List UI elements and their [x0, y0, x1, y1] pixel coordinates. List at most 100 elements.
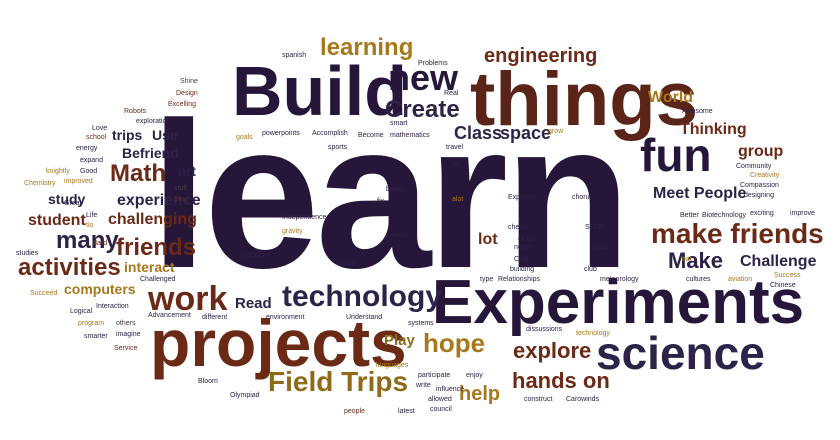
- word-club: club: [584, 266, 597, 273]
- word-olympiad: Olympiad: [230, 392, 260, 399]
- word-shine: Shine: [180, 78, 198, 85]
- word-creativity: Creativity: [750, 172, 780, 179]
- word-building: building: [510, 266, 535, 273]
- word-math: Math: [110, 160, 166, 187]
- word-influence: influence: [436, 386, 465, 393]
- word-program: program: [78, 320, 105, 327]
- word-meteorology: meteorology: [600, 276, 639, 283]
- word-aviation: aviation: [728, 276, 753, 283]
- word-explore: explore: [513, 338, 592, 363]
- word-cultures: cultures: [686, 276, 711, 283]
- word-allowed: allowed: [428, 396, 452, 403]
- word-relationships: Relationships: [498, 276, 541, 283]
- word-succeed: Succeed: [30, 290, 58, 297]
- word-type: type: [480, 276, 494, 283]
- word-thinking: Thinking: [680, 121, 747, 138]
- word-knightly: knightly: [46, 168, 70, 175]
- word-activities: activities: [18, 254, 121, 281]
- word-great: Great: [64, 200, 82, 207]
- word-experiments: Experiments: [432, 268, 805, 337]
- word-latest: latest: [398, 408, 415, 415]
- word-languages: languages: [376, 362, 409, 369]
- word-stuff: stuff: [174, 185, 188, 192]
- word-improve: improve: [790, 210, 815, 217]
- word-tio: tio: [86, 222, 94, 229]
- word-chess: chess: [508, 224, 527, 231]
- word-chorus: chorus: [572, 194, 594, 201]
- word-gravity: gravity: [282, 228, 303, 235]
- word-school: school: [86, 134, 107, 141]
- word-grow: grow: [548, 128, 564, 135]
- word-hands-on: hands on: [512, 368, 610, 393]
- word-challenge: Challenge: [740, 253, 817, 270]
- word-usual: usual: [338, 260, 355, 267]
- word-art: art: [178, 163, 196, 179]
- word-construct: construct: [524, 396, 553, 403]
- word-designing: designing: [744, 192, 774, 199]
- word-interact: interact: [124, 259, 175, 275]
- word-learning: learning: [320, 34, 414, 61]
- word-challenging: challenging: [108, 211, 197, 228]
- word-studies: studies: [16, 250, 39, 257]
- word-conquer: Conquer: [242, 252, 269, 259]
- word-things: things: [470, 57, 698, 142]
- word-exploration: exploration: [136, 118, 171, 125]
- word-powerpoints: powerpoints: [262, 130, 300, 137]
- word-enjoy: enjoy: [466, 372, 483, 379]
- word-make-friends: make friends: [651, 218, 824, 249]
- word-build: Build: [232, 52, 407, 130]
- word-chinese: Chinese: [770, 282, 796, 289]
- word-projects: projects: [150, 306, 407, 380]
- word-news: news: [514, 244, 531, 251]
- word-dissussions: dissussions: [526, 326, 563, 333]
- word-travel: travel: [446, 144, 464, 151]
- word-imagine: imagine: [116, 331, 141, 338]
- word-become: Become: [358, 132, 384, 139]
- word-interaction: Interaction: [96, 303, 129, 310]
- word-alot: alot: [452, 196, 464, 203]
- word-befriend: Befriend: [122, 145, 179, 161]
- word-bloom: Bloom: [198, 378, 218, 385]
- word-sing: Sing: [174, 196, 189, 203]
- word-awesome: Awesome: [682, 108, 713, 115]
- word-advancement: Advancement: [148, 312, 191, 319]
- word-read: Read: [235, 295, 272, 312]
- word-smile: smile: [592, 244, 609, 251]
- word-experience: experience: [117, 192, 201, 209]
- word-good: Good: [80, 168, 98, 175]
- word-play: Play: [384, 332, 415, 349]
- word-stem: STEM: [585, 224, 605, 231]
- word-energy: energy: [76, 145, 98, 152]
- word-new: new: [388, 57, 459, 98]
- word-lot: lot: [478, 231, 498, 248]
- word-accomplish: Accomplish: [312, 130, 348, 137]
- word-friends: friends: [116, 234, 197, 261]
- word-design: Design: [176, 90, 198, 97]
- word-spanish: spanish: [282, 52, 307, 59]
- word-community: Community: [736, 163, 772, 170]
- word-meet-people: Meet People: [653, 185, 747, 202]
- word-make: Make: [668, 248, 724, 273]
- word-mathematics: mathematics: [390, 132, 430, 139]
- word-eat: eat: [682, 256, 692, 263]
- word-use: Use: [152, 127, 178, 143]
- word-science: science: [596, 327, 765, 379]
- word-compassion: Compassion: [740, 182, 779, 189]
- word-work: work: [148, 280, 228, 318]
- word-world: World: [648, 89, 694, 106]
- word-books: books: [386, 186, 405, 193]
- word-understand: Understand: [346, 314, 383, 321]
- word-computers: computers: [64, 281, 136, 297]
- word-technology: technology: [282, 280, 443, 313]
- word-hope: hope: [423, 328, 486, 358]
- word-better: Better: [680, 212, 699, 219]
- word-goals: goals: [236, 134, 253, 141]
- word-create: Create: [385, 96, 460, 123]
- word-different: different: [202, 314, 228, 321]
- word-expand: expand: [80, 157, 103, 164]
- word-engineering: engineering: [484, 45, 598, 67]
- word-participate: participate: [418, 372, 451, 379]
- word-fix: fix: [377, 198, 384, 205]
- word-hard: Hard: [92, 240, 108, 247]
- word-environment: environment: [266, 314, 305, 321]
